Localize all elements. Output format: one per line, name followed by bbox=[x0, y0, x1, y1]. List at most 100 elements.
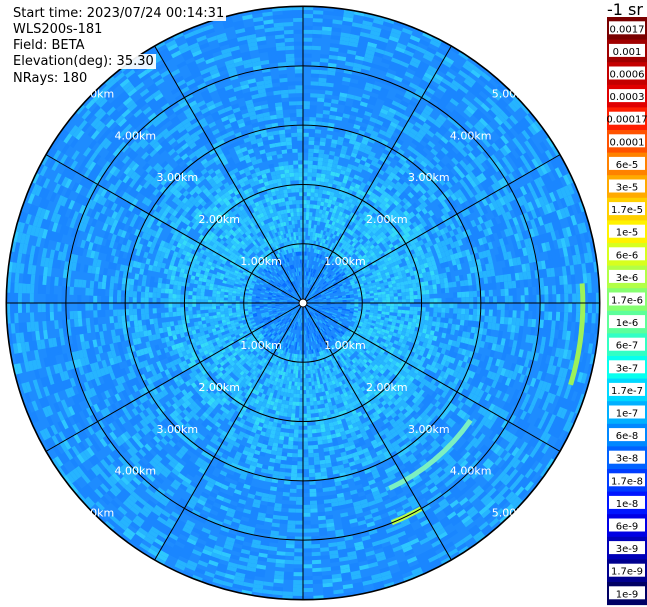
ppi-cell bbox=[308, 295, 313, 298]
ppi-cell bbox=[316, 339, 320, 344]
ppi-cell bbox=[291, 286, 295, 291]
ppi-cell bbox=[400, 285, 405, 290]
ppi-cell bbox=[291, 304, 296, 306]
ppi-cell bbox=[260, 293, 265, 297]
ppi-cell bbox=[299, 322, 301, 327]
ppi-cell bbox=[192, 299, 197, 303]
ppi-cell bbox=[311, 286, 315, 291]
ppi-cell bbox=[283, 189, 288, 194]
ppi-cell bbox=[271, 324, 276, 329]
ppi-cell bbox=[300, 283, 302, 288]
ppi-cell bbox=[314, 301, 319, 303]
ppi-cell bbox=[258, 283, 264, 287]
ppi-cell bbox=[315, 331, 319, 336]
ppi-cell bbox=[279, 169, 285, 175]
ppi-cell bbox=[408, 287, 414, 292]
ppi-cell bbox=[280, 295, 285, 298]
ppi-cell bbox=[308, 294, 312, 298]
ppi-cell bbox=[325, 310, 330, 313]
ppi-cell bbox=[312, 292, 316, 296]
ppi-cell bbox=[295, 321, 298, 326]
ppi-cell bbox=[310, 377, 314, 382]
ppi-cell bbox=[288, 196, 293, 201]
ppi-cell bbox=[312, 309, 317, 313]
ppi-cell bbox=[308, 449, 314, 454]
ppi-cell bbox=[326, 267, 330, 272]
ppi-cell bbox=[219, 297, 224, 301]
ppi-cell bbox=[297, 152, 303, 157]
ppi-cell bbox=[314, 408, 319, 414]
ppi-cell bbox=[235, 305, 240, 308]
ppi-cell bbox=[405, 288, 410, 293]
ppi-cell bbox=[325, 277, 329, 281]
ppi-cell bbox=[382, 297, 387, 301]
ppi-cell bbox=[311, 311, 315, 315]
ppi-cell bbox=[266, 277, 271, 281]
ppi-cell bbox=[307, 322, 310, 327]
ppi-cell bbox=[308, 284, 311, 289]
ppi-cell bbox=[316, 311, 320, 315]
ppi-cell bbox=[310, 321, 313, 325]
ppi-cell bbox=[324, 320, 328, 324]
ppi-cell bbox=[273, 269, 278, 274]
ppi-cell bbox=[433, 303, 438, 308]
ppi-cell bbox=[291, 292, 295, 296]
ppi-cell bbox=[216, 290, 221, 295]
ppi-cell bbox=[409, 291, 414, 296]
ppi-cell bbox=[310, 276, 313, 281]
ppi-cell bbox=[429, 303, 434, 308]
ppi-cell bbox=[271, 304, 276, 306]
ppi-cell bbox=[296, 288, 299, 293]
ppi-cell bbox=[317, 309, 321, 313]
ppi-cell bbox=[334, 304, 339, 306]
ppi-cell bbox=[310, 311, 314, 316]
ppi-cell bbox=[314, 283, 318, 288]
ppi-cell bbox=[299, 192, 303, 197]
ppi-cell bbox=[324, 283, 329, 287]
ppi-cell bbox=[276, 267, 280, 272]
ppi-cell bbox=[386, 296, 391, 301]
ppi-cell bbox=[326, 298, 331, 300]
ppi-cell bbox=[156, 303, 161, 309]
ppi-cell bbox=[294, 421, 299, 426]
ppi-cell bbox=[339, 286, 344, 290]
ppi-cell bbox=[263, 306, 268, 309]
ppi-cell bbox=[293, 307, 297, 311]
ppi-cell bbox=[316, 262, 320, 267]
ppi-cell bbox=[318, 412, 323, 417]
ppi-cell bbox=[312, 336, 316, 342]
ppi-cell bbox=[324, 178, 330, 183]
ppi-cell bbox=[373, 295, 379, 298]
ppi-cell bbox=[309, 212, 313, 217]
ppi-cell bbox=[281, 452, 288, 457]
ppi-cell bbox=[397, 292, 402, 297]
ppi-cell bbox=[164, 288, 170, 294]
ppi-cell bbox=[270, 279, 275, 284]
ppi-cell bbox=[281, 323, 286, 328]
ppi-cell bbox=[287, 303, 292, 305]
ppi-cell bbox=[328, 332, 333, 337]
ppi-cell bbox=[261, 288, 266, 291]
ppi-cell bbox=[299, 326, 301, 331]
ppi-cell bbox=[314, 289, 319, 293]
ppi-cell bbox=[308, 385, 313, 390]
ppi-cell bbox=[312, 393, 317, 398]
ppi-cell bbox=[453, 303, 458, 309]
ppi-cell bbox=[314, 192, 319, 198]
ppi-cell bbox=[444, 282, 449, 289]
ppi-cell bbox=[284, 307, 289, 310]
ppi-cell bbox=[324, 311, 329, 315]
ppi-cell bbox=[316, 291, 320, 295]
ppi-cell bbox=[304, 334, 306, 339]
ppi-cell bbox=[176, 289, 181, 295]
ppi-cell bbox=[285, 321, 289, 326]
ppi-cell bbox=[188, 299, 193, 303]
ppi-cell bbox=[297, 310, 300, 314]
ppi-cell bbox=[457, 292, 462, 298]
ppi-cell bbox=[282, 283, 286, 288]
ppi-cell bbox=[287, 289, 292, 293]
ppi-cell bbox=[287, 412, 292, 418]
ppi-cell bbox=[292, 453, 298, 458]
ppi-cell bbox=[303, 160, 308, 165]
ppi-cell bbox=[285, 286, 289, 290]
